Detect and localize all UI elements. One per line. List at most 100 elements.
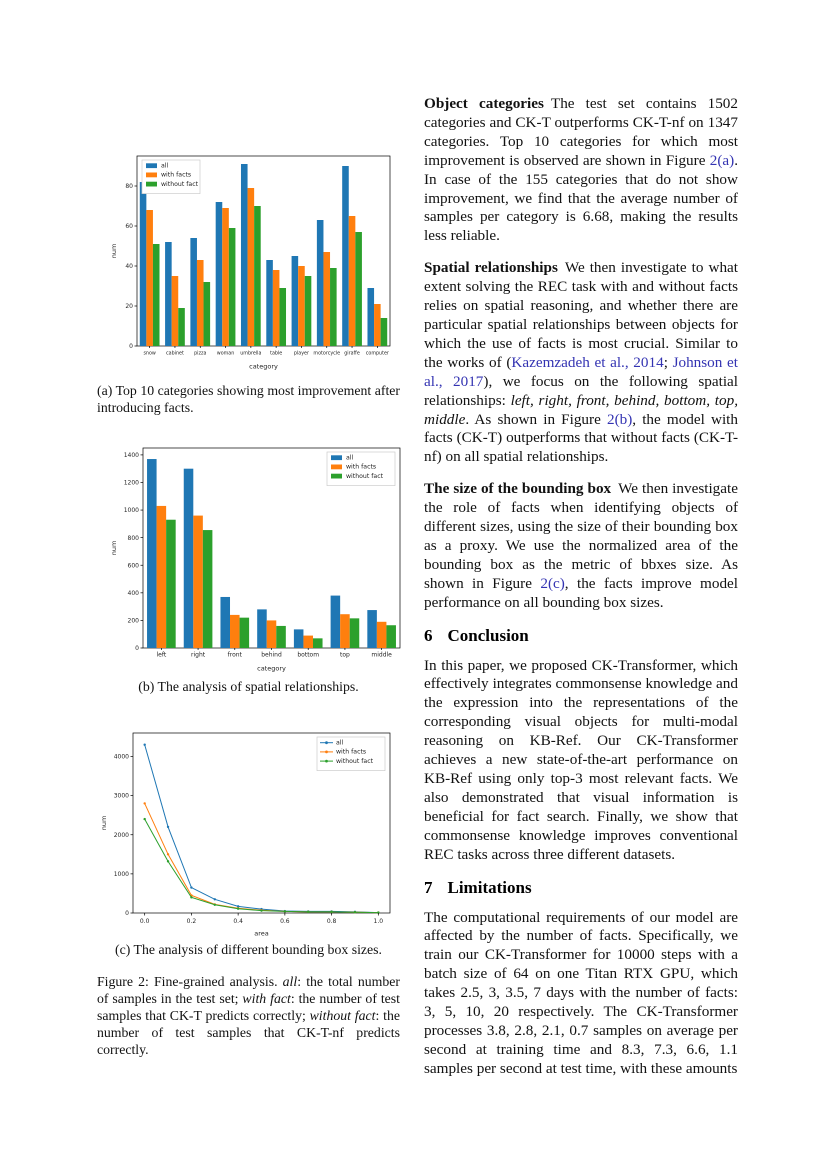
text-segment: without fact xyxy=(309,1008,376,1023)
section-title: Conclusion xyxy=(447,625,529,645)
subcaption-c: (c) The analysis of different bounding b… xyxy=(115,942,382,957)
inline-reference-link[interactable]: Johnson et al., 2017 xyxy=(424,353,738,390)
text-segment: ; xyxy=(663,353,673,371)
svg-text:all: all xyxy=(161,163,169,170)
svg-text:front: front xyxy=(228,652,243,659)
text-segment: Object categories xyxy=(424,95,544,112)
svg-text:0.0: 0.0 xyxy=(140,918,150,925)
para-conclusion: In this paper, we proposed CK-Transforme… xyxy=(424,657,738,865)
svg-text:all: all xyxy=(346,455,354,462)
svg-text:800: 800 xyxy=(128,535,140,542)
svg-text:0: 0 xyxy=(125,910,129,917)
text-segment: We then investigate the role of facts wh… xyxy=(424,480,738,592)
text-column: Object categories The test set contains 1… xyxy=(424,95,738,1092)
figure2a-bar-chart: 0 20 40 60 80 snow cabinet pizza woman umbrella ta… xyxy=(110,155,391,371)
svg-text:all: all xyxy=(336,740,344,747)
figure2c-line-chart: 0 1000 2000 3000 4000 0.0 0.2 0.4 0.6 0.8 1.0 area n… xyxy=(100,732,391,938)
svg-text:pizza: pizza xyxy=(194,351,206,357)
svg-text:computer: computer xyxy=(366,351,389,357)
figure2-column: 0 20 40 60 80 snow cabinet pizza woman umbrella ta… xyxy=(97,150,401,1058)
text-segment: Spatial relationships xyxy=(424,259,558,277)
svg-text:category: category xyxy=(249,363,278,371)
text-segment: , the facts improve model performance on… xyxy=(424,574,738,611)
chart-bars xyxy=(139,164,388,346)
svg-text:20: 20 xyxy=(125,303,133,310)
para-spatial-relationships: Spatial relationships We then investigate… xyxy=(424,259,738,467)
svg-text:table: table xyxy=(270,351,282,357)
figure2-caption: Figure 2: Fine-grained analysis. all : th… xyxy=(97,973,400,1058)
svg-text:without fact: without fact xyxy=(346,473,384,480)
svg-text:woman: woman xyxy=(217,352,235,357)
inline-reference-link[interactable]: Kazemzadeh et al., 2014 xyxy=(511,353,664,371)
chart-bars xyxy=(147,459,396,648)
chart-legend: all with facts without fact xyxy=(141,159,201,194)
inline-reference-link[interactable]: 2(b) xyxy=(606,410,633,428)
text-segment: ), we focus on the following spatial rel… xyxy=(424,372,739,409)
section-title: Limitations xyxy=(447,877,532,897)
svg-text:200: 200 xyxy=(128,618,140,625)
subcaption-b: (b) The analysis of spatial relationship… xyxy=(138,679,359,694)
svg-text:left: left xyxy=(156,652,166,659)
svg-text:1400: 1400 xyxy=(124,452,139,459)
svg-text:num: num xyxy=(110,541,118,556)
svg-text:0.6: 0.6 xyxy=(280,918,290,925)
svg-text:40: 40 xyxy=(125,263,133,270)
svg-text:num: num xyxy=(110,244,118,259)
text-segment: We then investigate to what extent solvi… xyxy=(424,259,738,371)
svg-text:4000: 4000 xyxy=(114,754,129,761)
section-heading-conclusion: 6 Conclusion xyxy=(424,626,738,646)
text-segment: , the model with facts (CK-T) outperform… xyxy=(424,410,738,466)
svg-text:snow: snow xyxy=(143,352,155,357)
svg-text:1200: 1200 xyxy=(124,480,139,487)
subcaption-a: (a) Top 10 categories showing most impro… xyxy=(97,383,400,415)
svg-text:600: 600 xyxy=(128,562,140,569)
svg-text:giraffe: giraffe xyxy=(344,351,360,357)
section-number: 6 xyxy=(424,625,433,645)
section-heading-limitations: 7 Limitations xyxy=(424,878,738,898)
chart-lines xyxy=(143,743,380,914)
svg-text:400: 400 xyxy=(128,590,140,597)
svg-text:umbrella: umbrella xyxy=(240,351,261,357)
svg-text:0: 0 xyxy=(135,645,139,652)
inline-reference-link[interactable]: 2(c) xyxy=(540,574,565,592)
svg-text:0: 0 xyxy=(129,343,133,350)
text-segment: left, right, front, behind, bottom, top,… xyxy=(424,391,738,428)
svg-text:1000: 1000 xyxy=(114,871,129,878)
svg-text:middle: middle xyxy=(371,652,392,659)
para-object-categories: Object categories The test set contains 1… xyxy=(424,95,738,246)
svg-text:player: player xyxy=(294,351,309,357)
svg-text:motorcycle: motorcycle xyxy=(313,351,340,357)
svg-text:without fact: without fact xyxy=(161,181,199,188)
svg-text:right: right xyxy=(191,652,206,659)
svg-text:with facts: with facts xyxy=(346,464,376,471)
svg-text:with facts: with facts xyxy=(161,172,191,179)
svg-text:without fact: without fact xyxy=(336,758,374,765)
text-segment: all xyxy=(282,974,298,989)
svg-text:top: top xyxy=(340,652,350,659)
text-segment: . As shown in Figure xyxy=(465,410,607,428)
chart-legend: all with facts without fact xyxy=(326,451,396,486)
svg-text:behind: behind xyxy=(261,652,282,659)
para-limitations: The computational requirements of our mo… xyxy=(424,909,738,1079)
svg-text:with facts: with facts xyxy=(336,749,366,756)
svg-text:1000: 1000 xyxy=(124,507,139,514)
svg-text:3000: 3000 xyxy=(114,793,129,800)
svg-text:0.2: 0.2 xyxy=(187,918,197,925)
text-segment: with fact xyxy=(242,991,291,1006)
text-segment: . In case of the 155 categories that do … xyxy=(424,151,738,245)
text-segment: The size of the bounding box xyxy=(424,480,612,498)
text-segment: : the number of test samples that CK-T p… xyxy=(97,991,401,1023)
text-segment: : the number of test samples that CK-T-n… xyxy=(97,1008,400,1057)
section-number: 7 xyxy=(424,877,433,897)
svg-text:2000: 2000 xyxy=(114,832,129,839)
svg-text:80: 80 xyxy=(125,183,133,190)
svg-text:category: category xyxy=(257,665,286,673)
svg-text:1.0: 1.0 xyxy=(374,918,384,925)
inline-reference-link[interactable]: 2(a) xyxy=(709,151,735,169)
text-segment: Figure 2: Fine-grained analysis. xyxy=(97,974,283,989)
svg-text:0.4: 0.4 xyxy=(233,918,243,925)
text-segment: In this paper, we proposed CK-Transforme… xyxy=(424,656,738,863)
svg-text:60: 60 xyxy=(125,223,133,230)
svg-text:num: num xyxy=(100,816,108,831)
